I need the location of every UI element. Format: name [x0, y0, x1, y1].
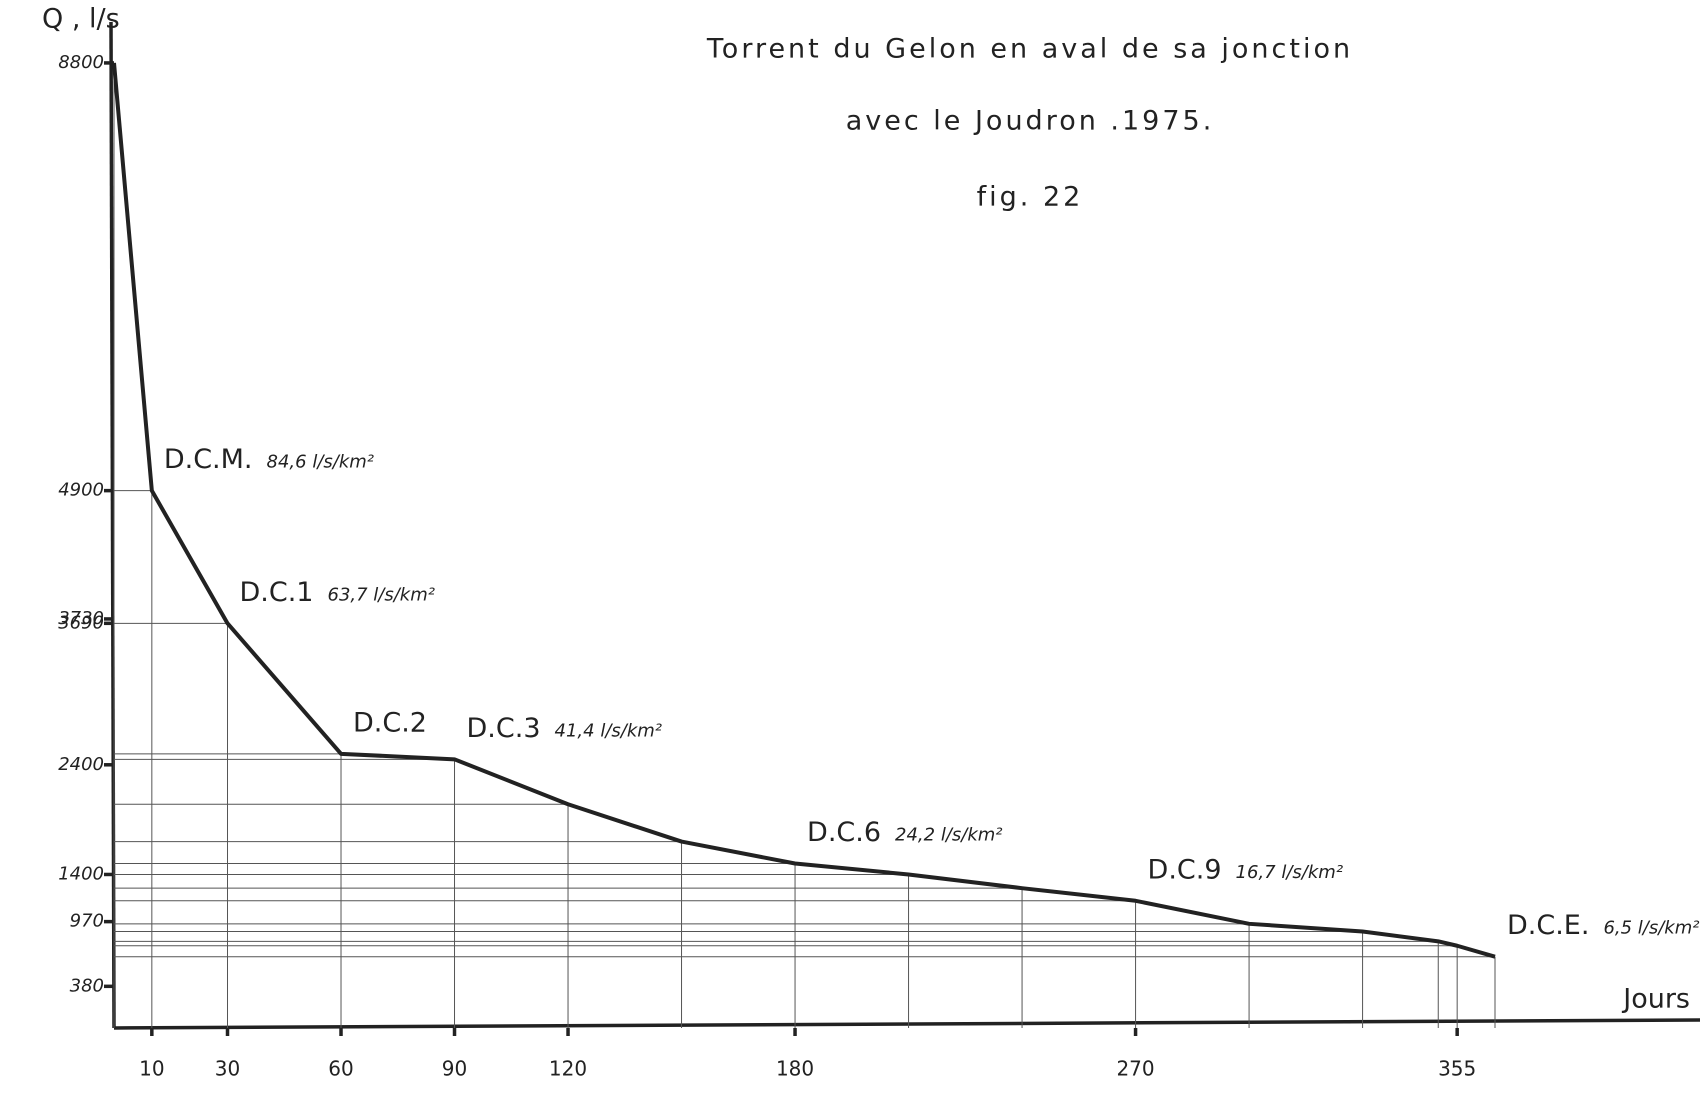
x-axis-label: Jours [1621, 984, 1690, 1015]
point-label: D.C.M. [164, 444, 253, 475]
point-label: D.C.1 [240, 577, 314, 608]
point-note: 63,7 l/s/km² [328, 584, 435, 605]
point-note: 6,5 l/s/km² [1603, 918, 1699, 939]
y-tick-label: 4900 [58, 480, 104, 501]
y-tick-label: 380 [70, 975, 104, 996]
y-tick-label: 8800 [58, 52, 104, 73]
x-tick-label: 270 [1116, 1057, 1154, 1081]
point-label: D.C.3 [467, 713, 541, 744]
x-tick-label: 10 [139, 1057, 164, 1081]
x-tick-label: 355 [1438, 1057, 1476, 1081]
point-label: D.C.6 [807, 817, 881, 848]
curve [112, 62, 1496, 959]
figure-label: fig. 22 [977, 182, 1084, 213]
y-tick-label: 3730 [58, 608, 104, 629]
point-label: D.C.9 [1148, 854, 1222, 885]
x-tick-label: 30 [215, 1057, 240, 1081]
x-tick-label: 180 [776, 1057, 814, 1081]
x-tick-label: 90 [442, 1057, 467, 1081]
point-label: D.C.E. [1507, 910, 1589, 941]
point-note: 24,2 l/s/km² [895, 825, 1002, 846]
y-tick-label: 1400 [58, 863, 104, 884]
x-axis [113, 1018, 1701, 1030]
y-tick-label: 2400 [58, 754, 104, 775]
point-label: D.C.2 [353, 707, 427, 738]
point-note: 16,7 l/s/km² [1236, 862, 1343, 883]
x-tick-label: 120 [549, 1057, 587, 1081]
x-tick-label: 60 [328, 1057, 353, 1081]
point-note: 41,4 l/s/km² [555, 720, 662, 741]
y-tick-label: 3690 [58, 612, 104, 633]
chart-title: Torrent du Gelon en aval de sa jonction [706, 34, 1353, 65]
point-note: 84,6 l/s/km² [267, 452, 374, 473]
y-tick-label: 970 [70, 911, 104, 932]
chart-subtitle: avec le Joudron .1975. [846, 106, 1215, 137]
y-axis-label: Q , l/s [42, 4, 120, 35]
